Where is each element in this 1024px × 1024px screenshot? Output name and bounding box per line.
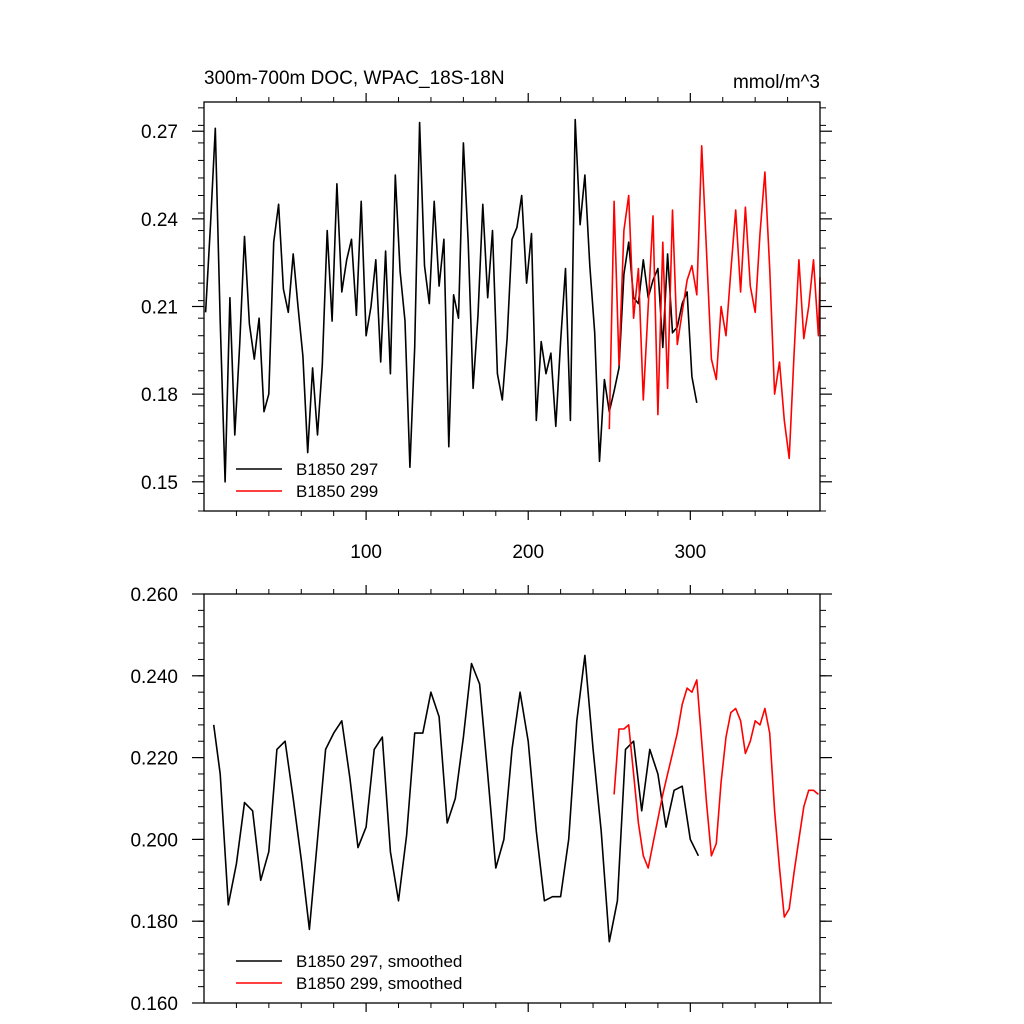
units-label: mmol/m^3 [733, 72, 820, 93]
top-panel: 300m-700m DOC, WPAC_18S-18N mmol/m^3 100… [141, 68, 832, 563]
y-tick-label: 0.200 [130, 830, 178, 851]
y-tick-label: 0.21 [141, 298, 178, 319]
y-tick-label: 0.24 [141, 210, 178, 231]
y-tick-label: 0.27 [141, 122, 178, 143]
y-tick-label: 0.18 [141, 385, 178, 406]
y-tick-label: 0.260 [130, 585, 178, 606]
x-tick-label: 100 [350, 542, 382, 563]
y-tick-label: 0.240 [130, 667, 178, 688]
series-line-b1850-299-smoothed [613, 679, 819, 918]
series-line-b1850-297-smoothed [212, 654, 700, 943]
bottom-panel: 0.160 0.180 0.200 0.220 0.240 0.260 B1850 297… [130, 585, 832, 1015]
bottom-plot-frame [203, 593, 821, 1004]
chart-title: 300m-700m DOC, WPAC_18S-18N [204, 68, 505, 89]
legend-label-b1850-297: B1850 297 [296, 460, 378, 479]
y-tick-label: 0.180 [130, 912, 178, 933]
x-tick-label: 200 [512, 542, 544, 563]
series-line-b1850-297 [204, 118, 698, 483]
series-line-b1850-299 [608, 145, 821, 460]
legend-label-b1850-297-smoothed: B1850 297, smoothed [296, 952, 462, 971]
y-tick-label: 0.220 [130, 749, 178, 770]
legend-label-b1850-299-smoothed: B1850 299, smoothed [296, 974, 462, 993]
top-legend: B1850 297 B1850 299 [236, 460, 378, 501]
x-tick-label: 300 [674, 542, 706, 563]
y-tick-label: 0.160 [130, 994, 178, 1015]
top-plot-frame [203, 101, 821, 512]
y-tick-label: 0.15 [141, 473, 178, 494]
legend-label-b1850-299: B1850 299 [296, 482, 378, 501]
bottom-legend: B1850 297, smoothed B1850 299, smoothed [236, 952, 462, 993]
